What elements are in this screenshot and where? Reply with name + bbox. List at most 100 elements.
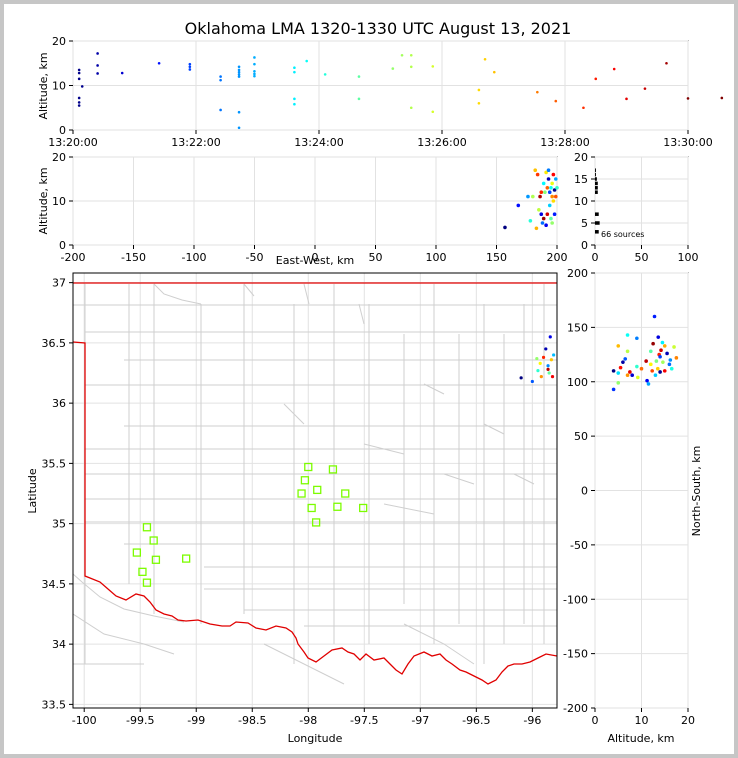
north-south-points [611, 314, 679, 392]
north-south-point [649, 349, 653, 354]
pD-xtick-label: -96.5 [462, 714, 490, 727]
time-altitude-point [431, 65, 435, 68]
histogram-bars [595, 168, 600, 234]
plan-view-point [549, 358, 553, 362]
time-altitude-point [536, 90, 539, 94]
time-altitude-point [253, 62, 256, 66]
north-south-xlabel: Altitude, km [607, 732, 674, 745]
time-altitude-point [594, 77, 598, 81]
north-south-point [625, 349, 630, 354]
station-marker [304, 462, 313, 472]
station-marker [182, 554, 191, 563]
plan-view-point [544, 347, 548, 351]
station-marker [151, 555, 161, 564]
station-marker [142, 523, 152, 532]
plan-view-panel: -100 -99.5 -99 -98.5 -98 -97.5 -97 -96.5 -96 33.5… [26, 272, 558, 745]
time-altitude-point [293, 102, 296, 106]
station-marker [300, 476, 310, 485]
east-west-point [555, 186, 559, 190]
time-altitude-point [409, 53, 413, 57]
north-south-point [656, 335, 661, 339]
plan-view-point [546, 367, 550, 371]
east-west-point [544, 170, 548, 175]
time-altitude-point [686, 97, 690, 100]
pE-xtick-label: 20 [681, 714, 695, 727]
north-south-point [645, 378, 649, 383]
pD-xtick-label: -97 [411, 714, 429, 727]
histogram-panel: 0 50 100 0 5 10 15 20 66 sources [574, 151, 699, 264]
time-altitude-point [80, 85, 84, 88]
time-altitude-point [357, 97, 361, 101]
east-west-point [539, 212, 544, 216]
pC-xtick-label: 50 [635, 251, 649, 264]
time-altitude-point [120, 71, 124, 75]
north-south-point [652, 314, 657, 319]
time-altitude-point [400, 53, 404, 57]
east-west-point [550, 221, 554, 225]
histogram-bar [595, 181, 598, 186]
north-south-point [621, 360, 625, 364]
pD-xtick-label: -98.5 [238, 714, 266, 727]
histogram-bar [595, 186, 598, 190]
east-west-point [545, 186, 550, 190]
time-altitude-points [77, 52, 724, 130]
pD-xtick-label: -96 [523, 714, 541, 727]
north-south-point [644, 359, 648, 363]
pB-xtick-label: -150 [121, 251, 146, 264]
time-altitude-point [431, 110, 435, 114]
pA-xtick-label: 13:26:00 [417, 136, 466, 149]
east-west-point [547, 203, 552, 208]
pC-ytick-label: 20 [574, 151, 588, 164]
north-south-point [628, 370, 632, 374]
plan-view-point [538, 361, 542, 365]
pE-ytick-label: -150 [563, 648, 588, 661]
pC-xtick-label: 0 [592, 251, 599, 264]
time-altitude-point [293, 70, 296, 74]
east-west-point [553, 177, 558, 181]
pA-xtick-label: 13:20:00 [48, 136, 97, 149]
time-altitude-point [188, 62, 192, 66]
pE-xtick-label: 0 [592, 714, 599, 727]
north-south-point [658, 370, 662, 374]
east-west-point [550, 181, 554, 186]
histogram-bar [595, 230, 599, 234]
plan-view-point [530, 379, 534, 384]
station-marker [138, 567, 147, 576]
time-altitude-point [237, 65, 241, 69]
north-south-ylabel: North-South, km [690, 446, 703, 537]
north-south-point [639, 366, 644, 371]
east-west-point [552, 212, 557, 216]
plan-view-point [519, 376, 523, 380]
north-south-point [635, 336, 639, 341]
pB-ytick-label: 20 [52, 151, 66, 164]
east-west-point [552, 188, 557, 192]
east-west-point [540, 221, 545, 225]
time-altitude-point [253, 56, 256, 59]
pB-xtick-label: 100 [426, 251, 447, 264]
pB-xtick-label: 50 [369, 251, 383, 264]
pE-ytick-label: 100 [567, 376, 588, 389]
time-altitude-point [96, 64, 99, 67]
time-altitude-point [77, 101, 81, 104]
east-west-point [535, 172, 540, 177]
north-south-point [650, 369, 654, 373]
east-west-point [526, 194, 530, 199]
time-altitude-point [77, 68, 81, 72]
north-south-point [655, 366, 660, 371]
time-altitude-point [477, 102, 481, 105]
time-altitude-panel: 13:20:00 13:22:00 13:24:00 13:26:00 13:28:00… [37, 35, 724, 149]
station-marker [328, 465, 338, 474]
time-altitude-point [188, 65, 192, 69]
north-south-point [625, 373, 630, 378]
time-altitude-point [77, 77, 81, 81]
plan-view-point [546, 364, 550, 368]
plan-view-point [547, 371, 551, 375]
north-south-point [616, 371, 621, 375]
time-altitude-point [219, 78, 222, 82]
station-marker [333, 502, 342, 511]
pD-ytick-label: 37 [52, 277, 66, 290]
time-altitude-point [157, 61, 161, 65]
east-west-point [551, 172, 556, 177]
time-altitude-point [492, 70, 496, 74]
time-altitude-point [96, 52, 99, 55]
